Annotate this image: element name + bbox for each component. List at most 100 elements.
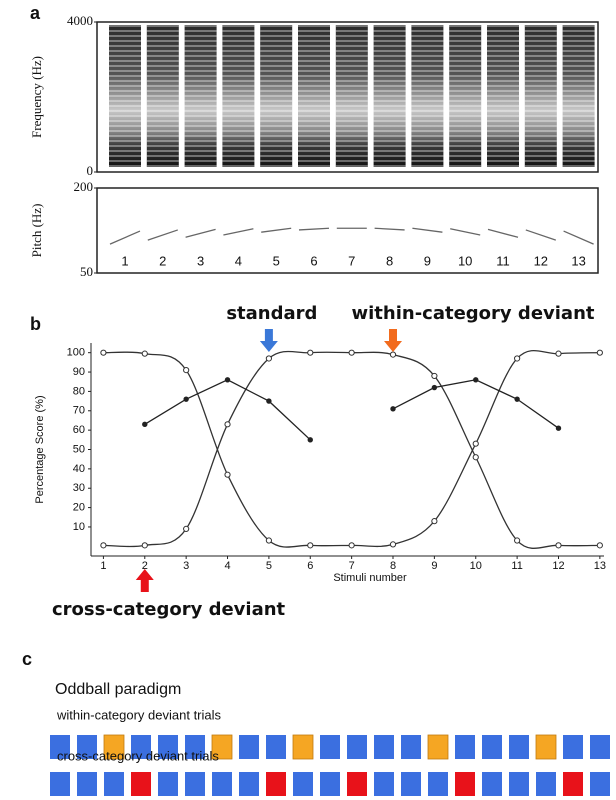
x-tick-label: 10 xyxy=(470,560,482,572)
standard-trial xyxy=(50,772,70,796)
x-tick-label: 6 xyxy=(310,253,317,268)
standard-trial xyxy=(239,772,259,796)
x-axis-label: Stimuli number xyxy=(333,572,407,584)
data-point xyxy=(431,384,438,391)
deviant-trial xyxy=(347,772,367,796)
curve xyxy=(103,350,600,549)
data-point xyxy=(307,542,314,549)
y-tick-label: 70 xyxy=(73,405,85,417)
spectrogram-harmonics xyxy=(562,25,595,167)
data-point xyxy=(390,406,396,412)
x-tick-label: 4 xyxy=(224,560,230,572)
standard-trial xyxy=(320,772,340,796)
y-tick-label: 20 xyxy=(73,501,85,513)
row-label: cross-category deviant trials xyxy=(57,748,219,763)
data-point xyxy=(100,349,107,356)
standard-trial xyxy=(131,735,151,759)
standard-trial xyxy=(293,772,313,796)
x-tick-label: 9 xyxy=(431,560,437,572)
data-point xyxy=(224,421,231,428)
standard-trial xyxy=(374,735,394,759)
x-tick-label: 5 xyxy=(266,560,272,572)
pitch-contour xyxy=(450,228,481,236)
x-tick-label: 12 xyxy=(534,253,548,268)
standard-trial xyxy=(509,735,529,759)
data-point xyxy=(224,471,231,478)
x-tick-label: 8 xyxy=(386,253,393,268)
data-point xyxy=(596,349,603,356)
spectrogram-harmonics xyxy=(411,25,444,167)
data-point xyxy=(307,437,313,443)
standard-trial xyxy=(374,772,394,796)
deviant-trial xyxy=(266,772,286,796)
panel-label: a xyxy=(30,3,41,23)
data-point xyxy=(265,355,272,362)
curve xyxy=(144,379,311,441)
standard-trial xyxy=(158,772,178,796)
standard-trial xyxy=(455,735,475,759)
data-point xyxy=(100,542,107,549)
spectrogram-harmonics xyxy=(335,25,368,167)
y-tick-label: 100 xyxy=(67,347,85,359)
data-point xyxy=(307,349,314,356)
pitch-contour xyxy=(223,228,254,236)
x-tick-label: 5 xyxy=(273,253,280,268)
data-point xyxy=(141,350,148,357)
data-point xyxy=(472,440,479,447)
data-point xyxy=(514,396,520,402)
data-point xyxy=(555,542,562,549)
x-tick-label: 12 xyxy=(552,560,564,572)
standard-trial xyxy=(158,735,178,759)
pitch-contour xyxy=(374,227,405,231)
standard-trial xyxy=(482,735,502,759)
deviant-trial xyxy=(103,734,125,760)
spectrogram-harmonics xyxy=(524,25,557,167)
pitch-contour xyxy=(487,228,519,238)
panel-label: c xyxy=(22,649,32,669)
x-tick-label: 11 xyxy=(511,560,522,572)
standard-trial xyxy=(590,735,610,759)
pitch-contour xyxy=(563,230,594,245)
x-tick-label: 7 xyxy=(349,560,355,572)
x-tick-label: 3 xyxy=(183,560,189,572)
pitch-contour xyxy=(261,227,292,233)
y-tick-label: 30 xyxy=(73,482,85,494)
standard-trial xyxy=(320,735,340,759)
y-axis-label: Percentage Score (%) xyxy=(34,395,46,503)
data-point xyxy=(555,350,562,357)
pitch-contour xyxy=(109,230,141,245)
spectrogram-harmonics xyxy=(109,25,141,167)
deviant-trial xyxy=(563,772,583,796)
data-point xyxy=(183,367,190,374)
x-tick-label: 13 xyxy=(594,560,606,572)
curve xyxy=(103,349,600,548)
deviant-trial xyxy=(292,734,314,760)
data-point xyxy=(183,396,189,402)
standard-trial xyxy=(104,772,124,796)
y-tick-label: 40 xyxy=(73,463,85,475)
x-tick-label: 2 xyxy=(142,560,148,572)
x-tick-label: 10 xyxy=(458,253,472,268)
pitch-contour xyxy=(525,229,557,241)
spectrogram-harmonics xyxy=(373,25,406,167)
spectrogram-harmonics xyxy=(146,25,179,167)
standard-trial xyxy=(77,735,97,759)
x-tick-label: 9 xyxy=(424,253,431,268)
deviant-trial xyxy=(131,772,151,796)
y-tick-label: 90 xyxy=(73,366,85,378)
spectrogram-harmonics xyxy=(260,25,293,167)
pitch-contour xyxy=(412,227,443,233)
deviant-trial xyxy=(211,734,233,760)
deviant-trial xyxy=(455,772,475,796)
data-point xyxy=(596,542,603,549)
standard-trial xyxy=(347,735,367,759)
annotation: standard xyxy=(226,303,317,324)
standard-trial xyxy=(401,735,421,759)
standard-trial xyxy=(563,735,583,759)
spectrogram-harmonics xyxy=(222,25,255,167)
standard-trial xyxy=(401,772,421,796)
pitch-contour xyxy=(185,228,216,238)
standard-trial xyxy=(185,772,205,796)
x-tick-label: 2 xyxy=(159,253,166,268)
x-tick-label: 3 xyxy=(197,253,204,268)
